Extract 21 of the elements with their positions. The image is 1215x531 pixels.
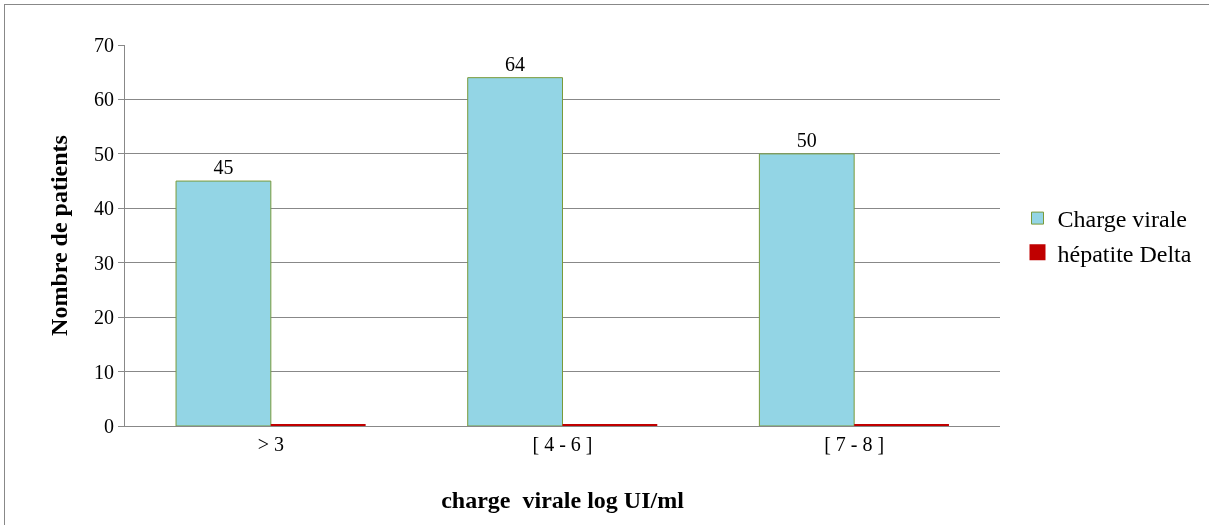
y-tick-label: 30	[94, 251, 114, 274]
y-tick-label: 50	[94, 142, 114, 165]
x-tick-label: [ 4 - 6 ]	[532, 433, 593, 455]
y-tick-label: 60	[94, 88, 114, 111]
y-tick-label: 70	[94, 34, 114, 56]
y-tick-label: 20	[94, 306, 114, 329]
y-axis-title: Nombre de patients	[46, 135, 72, 336]
data-label: 45	[213, 156, 234, 179]
legend-label: Charge virale	[1057, 206, 1188, 233]
x-tick-label: [ 7 - 8 ]	[824, 433, 885, 455]
bar	[175, 180, 272, 426]
bar	[467, 77, 563, 426]
x-tick-label: > 3	[257, 433, 284, 455]
legend-label: hépatite Delta	[1057, 240, 1192, 267]
y-tick-label: 40	[94, 197, 114, 220]
y-tick-label: 0	[104, 415, 114, 437]
y-tick-label: 10	[94, 360, 114, 383]
data-label: 64	[505, 52, 526, 75]
x-axis-title: charge virale log UI/ml	[441, 487, 685, 513]
data-label: 50	[796, 128, 817, 151]
bar	[758, 153, 855, 426]
